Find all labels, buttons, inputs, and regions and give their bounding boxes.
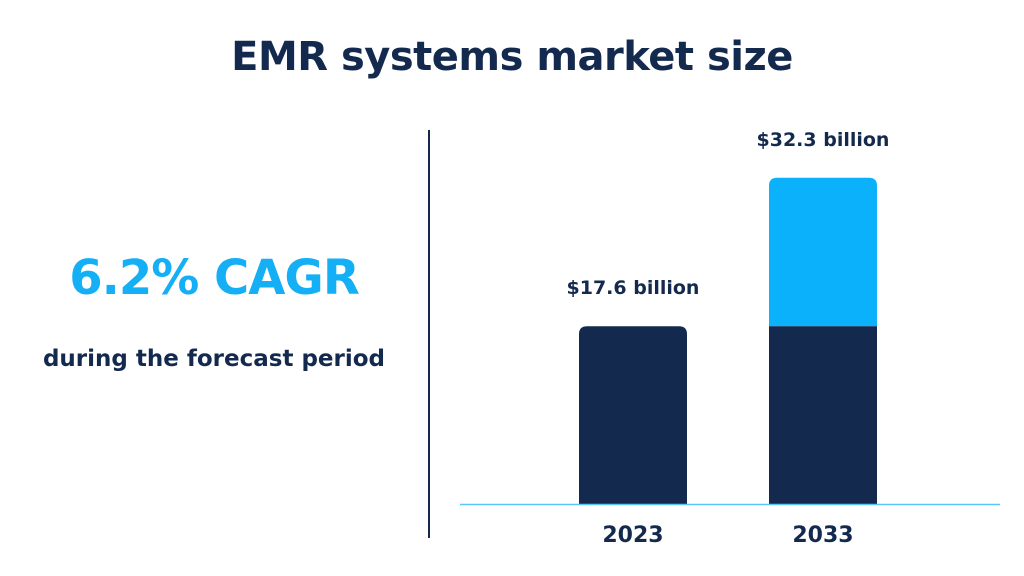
cagr-panel: 6.2% CAGR during the forecast period — [0, 0, 428, 576]
bar-growth-segment-2033 — [769, 177, 877, 327]
bar-base-segment-2033 — [769, 326, 877, 504]
data-label-2023: $17.6 billion — [567, 277, 700, 299]
cagr-headline: 6.2% CAGR — [69, 250, 360, 306]
data-label-2033: $32.3 billion — [757, 129, 890, 151]
x-tick-label-2023: 2023 — [602, 523, 663, 548]
cagr-subtitle: during the forecast period — [42, 346, 386, 372]
bar-chart: $17.6 billion 2023 $32.3 billion 2033 — [460, 129, 1000, 548]
x-tick-label-2033: 2033 — [792, 523, 853, 548]
vertical-divider — [428, 130, 430, 538]
bar-2023 — [579, 326, 687, 504]
page-title: EMR systems market size — [231, 34, 793, 80]
